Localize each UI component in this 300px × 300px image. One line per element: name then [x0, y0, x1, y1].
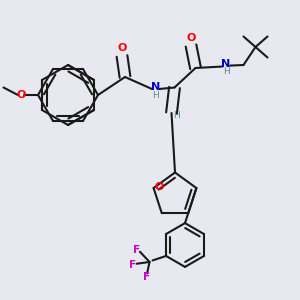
Text: O: O: [186, 33, 196, 43]
Text: O: O: [117, 44, 127, 53]
Text: H: H: [152, 91, 159, 100]
Text: H: H: [223, 68, 230, 76]
Text: F: F: [130, 260, 136, 270]
Text: H: H: [173, 111, 180, 120]
Text: F: F: [143, 272, 150, 282]
Text: O: O: [17, 90, 26, 100]
Text: N: N: [151, 82, 160, 92]
Text: F: F: [134, 245, 140, 255]
Text: O: O: [154, 182, 164, 191]
Text: N: N: [221, 59, 231, 69]
